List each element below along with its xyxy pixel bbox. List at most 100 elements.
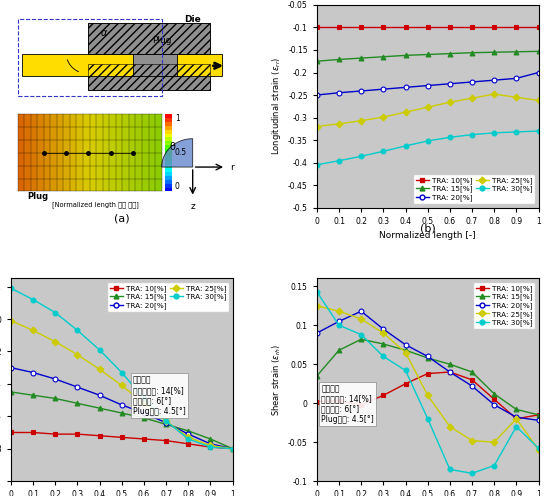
Bar <box>83 114 90 127</box>
Bar <box>22 54 221 76</box>
Bar <box>149 178 156 191</box>
Bar <box>37 140 44 153</box>
Bar <box>37 165 44 179</box>
Bar <box>90 165 97 179</box>
Bar <box>70 114 77 127</box>
Bar <box>37 178 44 191</box>
Text: 고정변수
외경감면율: 14[%]
다이반각: 6[°]
Plug각도: 4.5[°]: 고정변수 외경감면율: 14[%] 다이반각: 6[°] Plug각도: 4.5… <box>322 384 374 424</box>
Y-axis label: Shear strain ($\varepsilon_{rh}$): Shear strain ($\varepsilon_{rh}$) <box>270 344 282 416</box>
Bar <box>129 152 136 166</box>
Bar <box>103 152 110 166</box>
Bar <box>30 140 38 153</box>
Bar <box>24 140 31 153</box>
Bar <box>89 63 211 90</box>
Text: r: r <box>230 163 234 172</box>
Bar <box>57 152 64 166</box>
Bar <box>149 152 156 166</box>
Text: 0: 0 <box>175 183 180 191</box>
Bar <box>17 140 24 153</box>
Legend: TRA: 10[%], TRA: 15[%], TRA: 20[%], TRA: 25[%], TRA: 30[%]: TRA: 10[%], TRA: 15[%], TRA: 20[%], TRA:… <box>413 174 535 204</box>
Bar <box>109 165 116 179</box>
Bar <box>30 152 38 166</box>
Bar <box>90 140 97 153</box>
Bar <box>116 165 123 179</box>
Bar <box>70 152 77 166</box>
Bar <box>64 114 70 127</box>
Bar <box>155 165 162 179</box>
Bar <box>37 152 44 166</box>
Text: 1: 1 <box>175 115 180 124</box>
Bar <box>165 160 171 164</box>
Bar <box>109 178 116 191</box>
Bar <box>37 127 44 140</box>
Bar <box>17 152 24 166</box>
Bar <box>17 114 24 127</box>
Bar <box>142 127 149 140</box>
Bar <box>96 140 103 153</box>
Text: (a): (a) <box>114 214 129 224</box>
Bar <box>30 114 38 127</box>
Bar <box>96 165 103 179</box>
Bar <box>70 178 77 191</box>
Bar <box>165 141 171 145</box>
Bar <box>165 180 171 184</box>
Bar <box>122 127 129 140</box>
Bar <box>24 127 31 140</box>
Bar <box>57 114 64 127</box>
Bar <box>50 165 57 179</box>
Bar <box>90 178 97 191</box>
Bar <box>24 165 31 179</box>
Polygon shape <box>133 54 177 76</box>
Bar <box>165 168 171 172</box>
Bar <box>17 178 24 191</box>
Bar <box>44 165 51 179</box>
Bar <box>44 127 51 140</box>
Text: 고정변수
외경감면율: 14[%]
다이반각: 6[°]
Plug각도: 4.5[°]: 고정변수 외경감면율: 14[%] 다이반각: 6[°] Plug각도: 4.5… <box>133 376 186 416</box>
Bar <box>149 114 156 127</box>
Bar <box>149 165 156 179</box>
Bar <box>135 178 143 191</box>
Bar <box>109 114 116 127</box>
Bar <box>135 165 143 179</box>
Bar <box>165 114 171 118</box>
Bar <box>109 152 116 166</box>
Bar <box>89 23 211 54</box>
Bar <box>165 129 171 133</box>
Bar <box>149 127 156 140</box>
Bar <box>165 156 171 161</box>
Bar <box>165 145 171 149</box>
Y-axis label: Longitudinal strain ($\varepsilon_{rr}$): Longitudinal strain ($\varepsilon_{rr}$) <box>269 57 282 155</box>
Bar <box>64 165 70 179</box>
Bar <box>116 178 123 191</box>
Bar <box>64 152 70 166</box>
Legend: TRA: 10[%], TRA: 15[%], TRA: 20[%], TRA: 25[%], TRA: 30[%]: TRA: 10[%], TRA: 15[%], TRA: 20[%], TRA:… <box>107 282 229 312</box>
Bar <box>135 127 143 140</box>
Bar <box>103 114 110 127</box>
Bar <box>77 114 83 127</box>
Bar <box>44 178 51 191</box>
X-axis label: Normalized length [-]: Normalized length [-] <box>379 231 476 240</box>
Bar <box>50 114 57 127</box>
Bar <box>165 149 171 153</box>
Bar <box>109 127 116 140</box>
Bar <box>122 165 129 179</box>
Bar <box>122 178 129 191</box>
Text: (b): (b) <box>420 224 436 234</box>
Bar <box>129 178 136 191</box>
Bar <box>89 23 211 54</box>
Text: θ: θ <box>170 142 176 152</box>
Bar <box>103 140 110 153</box>
Bar <box>165 133 171 137</box>
Bar <box>135 152 143 166</box>
Bar <box>129 140 136 153</box>
Bar <box>50 127 57 140</box>
Bar <box>165 125 171 130</box>
Bar <box>83 152 90 166</box>
Bar <box>116 140 123 153</box>
Bar <box>122 152 129 166</box>
Bar <box>77 127 83 140</box>
Bar <box>70 140 77 153</box>
Bar <box>89 63 211 90</box>
Bar <box>165 172 171 176</box>
Bar <box>155 152 162 166</box>
